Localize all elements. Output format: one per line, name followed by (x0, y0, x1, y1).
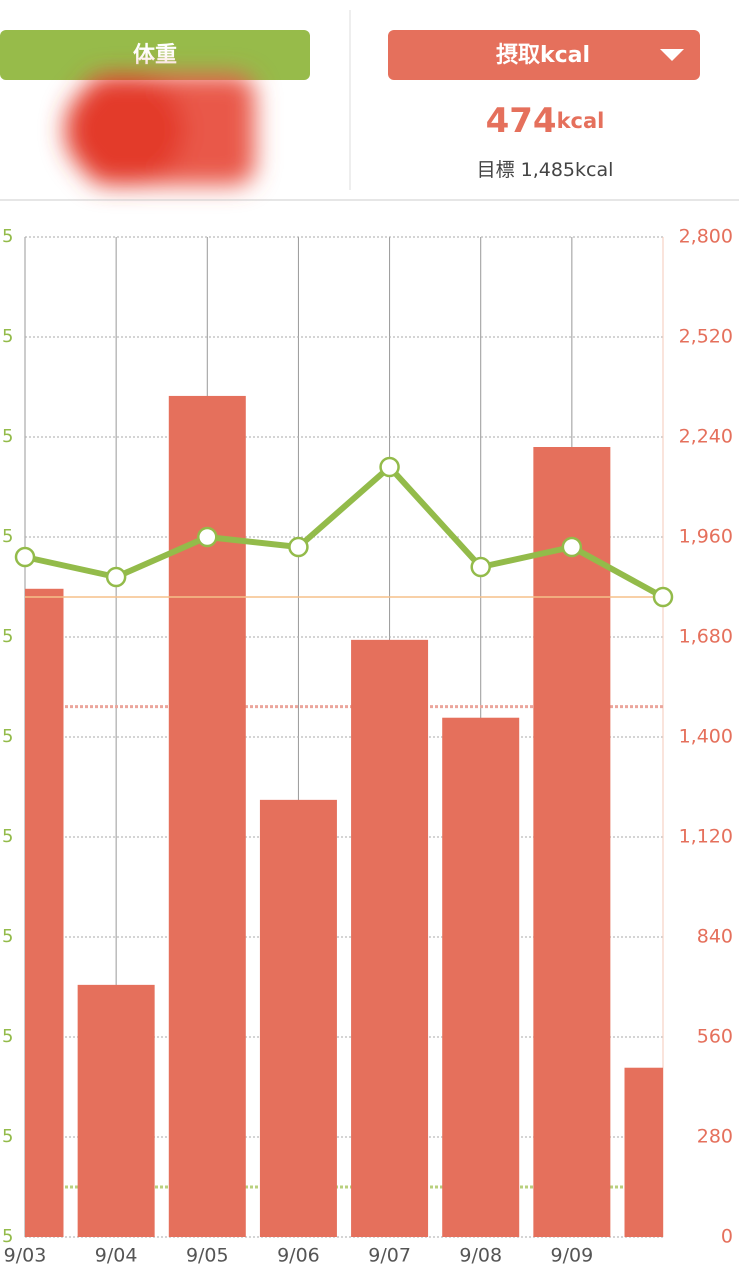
y-tick-label: 5 (2, 426, 13, 447)
bar-group (25, 395, 663, 1237)
y2-tick-label: 840 (697, 926, 733, 948)
goal-label: 目標 (477, 159, 515, 181)
goal-text: 目標 1,485kcal (477, 159, 614, 181)
y-tick-label: 5 (2, 1026, 13, 1047)
current-unit: kcal (557, 109, 605, 133)
bar (351, 639, 429, 1237)
weight-line (24, 464, 665, 600)
x-tick-label: 9/05 (186, 1245, 229, 1267)
bar (25, 588, 64, 1237)
y2-tick-label: 1,400 (679, 726, 733, 748)
y-tick-label: 5 (2, 526, 13, 547)
y2-tick-label: 0 (721, 1226, 733, 1248)
weight-point (652, 586, 674, 608)
y-tick-label: 5 (2, 926, 13, 947)
weight-point (470, 556, 491, 578)
x-tick-label: 9/06 (277, 1245, 320, 1267)
y2-tick-label: 2,520 (679, 326, 733, 348)
y-tick-label: 5 (2, 826, 13, 847)
y-tick-label: 5 (2, 626, 13, 647)
y2-tick-label: 2,800 (679, 226, 733, 248)
y2-tick-label: 1,680 (679, 626, 733, 648)
x-tick-label: 9/04 (95, 1245, 138, 1267)
weight-point (14, 546, 36, 568)
y2-tick-label: 1,960 (679, 526, 733, 548)
x-tick-label: 9/09 (551, 1245, 594, 1267)
y-tick-label: 5 (2, 1226, 13, 1247)
bar (77, 984, 155, 1237)
current-value: 474 (486, 101, 557, 141)
weight-point (105, 566, 127, 588)
bar (442, 717, 520, 1237)
bar (624, 1067, 663, 1237)
current-intake: 474kcal (486, 101, 605, 141)
bar (259, 799, 337, 1237)
weight-point (379, 456, 400, 478)
y2-tick-label: 1,120 (679, 826, 733, 848)
y2-tick-label: 560 (697, 1026, 733, 1048)
dropdown-arrow (660, 49, 684, 61)
weight-button[interactable] (0, 30, 310, 80)
kcal-dropdown[interactable] (388, 30, 700, 80)
weight-point (288, 536, 309, 558)
y-tick-label: 5 (2, 226, 13, 247)
y-tick-label: 5 (2, 326, 13, 347)
y-tick-label: 5 (2, 1126, 13, 1147)
weight-button-label: 体重 (133, 43, 177, 68)
y-tick-label: 5 (2, 726, 13, 747)
x-tick-label: 9/08 (459, 1245, 502, 1267)
weight-point (561, 536, 583, 558)
bar (168, 395, 246, 1237)
y2-tick-label: 280 (697, 1126, 733, 1148)
goal-value: 1,485kcal (521, 159, 614, 181)
x-tick-label: 9/07 (368, 1245, 411, 1267)
y2-tick-label: 2,240 (679, 426, 733, 448)
kcal-dropdown-label: 摂取kcal (496, 42, 590, 68)
bar (533, 447, 611, 1237)
x-tick-label: 9/03 (4, 1245, 47, 1267)
redacted-area (65, 75, 255, 185)
weight-point (197, 526, 218, 548)
